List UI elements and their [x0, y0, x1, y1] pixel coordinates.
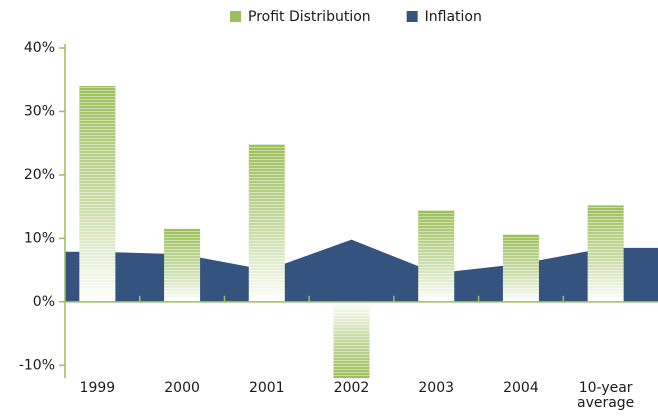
y-tick-label: -10% [19, 357, 55, 373]
bar-stripes [79, 86, 116, 302]
x-tick-label-line: average [577, 395, 634, 411]
inflation-area [65, 239, 658, 302]
legend-label: Inflation [425, 9, 482, 25]
bar-stripes [248, 144, 285, 302]
legend-swatch [406, 11, 418, 22]
x-tick-label: 2004 [503, 380, 539, 396]
bar-stripes [587, 205, 624, 302]
y-tick-label: 30% [24, 103, 55, 119]
x-tick-label-line: 10-year [579, 380, 633, 396]
bar-stripes [164, 228, 201, 302]
bar-stripes [333, 301, 370, 378]
legend-swatch [230, 11, 241, 22]
x-tick-label: 2001 [249, 380, 285, 396]
bar-stripes [502, 234, 539, 302]
x-tick-label: 1999 [80, 380, 116, 396]
y-tick-label: 20% [24, 167, 55, 183]
x-tick-label: 2003 [418, 380, 454, 396]
x-tick-label: 2002 [334, 380, 370, 396]
y-tick-label: 40% [24, 40, 55, 56]
x-tick-label: 2000 [164, 380, 200, 396]
bar-stripes [418, 210, 455, 302]
y-tick-label: 10% [24, 230, 55, 246]
x-tick-label: 10-year average [577, 380, 634, 411]
legend-label: Profit Distribution [248, 9, 371, 25]
y-tick-label: 0% [33, 294, 55, 310]
